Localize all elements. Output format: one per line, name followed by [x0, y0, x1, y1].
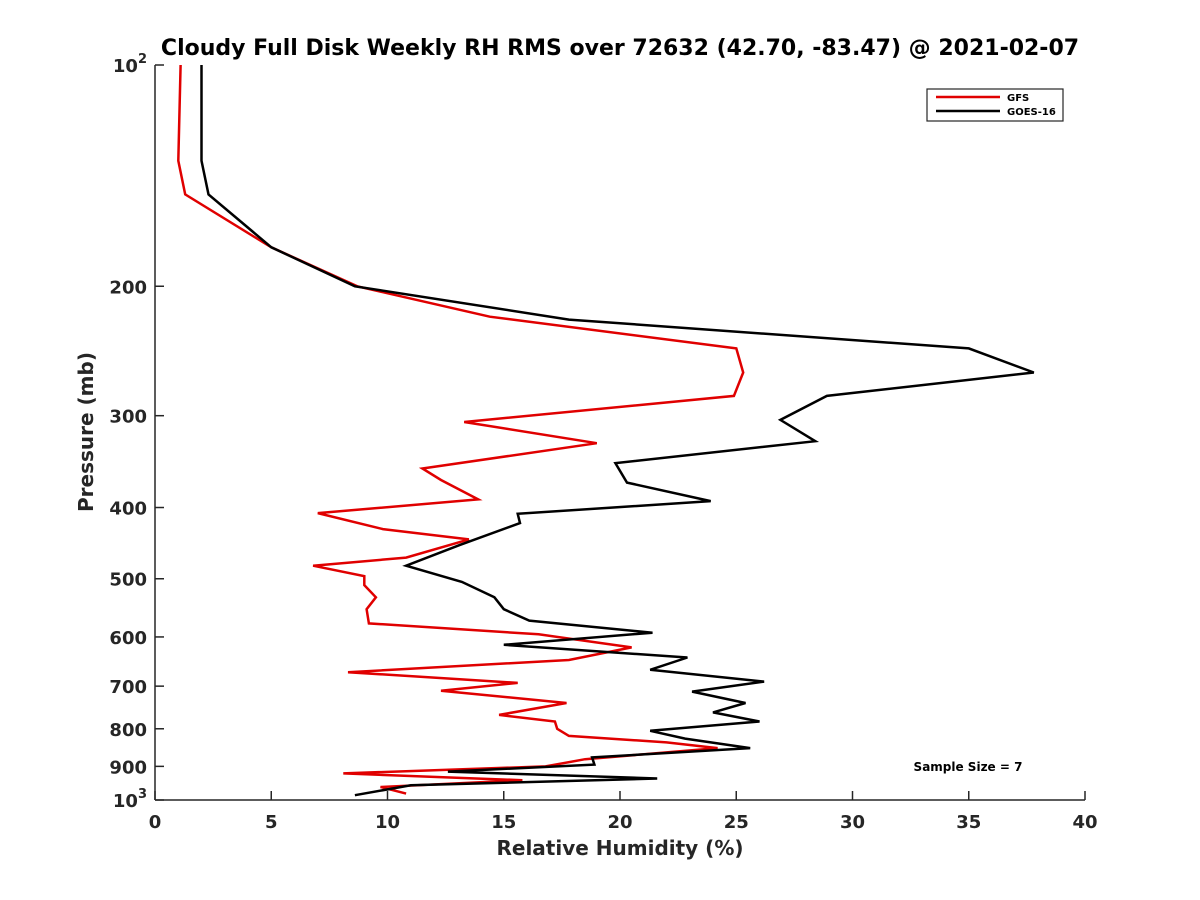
y-tick-label: 200 — [109, 277, 147, 298]
y-tick-label: 102 — [113, 52, 147, 77]
legend-label: GOES-16 — [1007, 107, 1056, 118]
x-tick-label: 0 — [149, 812, 162, 833]
legend: GFS GOES-16 — [926, 88, 1064, 122]
x-axis-label: Relative Humidity (%) — [496, 836, 743, 860]
x-ticks: 0 5 10 15 20 25 30 35 40 — [149, 791, 1098, 833]
y-tick-exponent: 2 — [138, 52, 147, 67]
y-tick-base: 10 — [113, 791, 138, 812]
y-tick-label: 400 — [109, 499, 147, 520]
x-tick-label: 25 — [724, 812, 749, 833]
x-tick-label: 40 — [1072, 812, 1097, 833]
y-tick-exponent: 3 — [138, 787, 147, 802]
x-tick-label: 30 — [840, 812, 865, 833]
legend-box — [926, 88, 1064, 122]
axes — [154, 65, 1085, 801]
y-tick-label: 600 — [109, 628, 147, 649]
x-tick-label: 10 — [375, 812, 400, 833]
y-tick-base: 10 — [113, 56, 138, 77]
series-line-goes-16 — [200, 65, 1035, 797]
x-tick-label: 35 — [956, 812, 981, 833]
series-layer — [177, 64, 1035, 797]
y-axis-label: Pressure (mb) — [74, 352, 98, 512]
y-tick-label: 800 — [109, 720, 147, 741]
x-tick-label: 15 — [491, 812, 516, 833]
chart-title: Cloudy Full Disk Weekly RH RMS over 7263… — [161, 36, 1079, 61]
x-tick-label: 5 — [265, 812, 278, 833]
y-tick-label: 500 — [109, 570, 147, 591]
y-tick-label: 700 — [109, 677, 147, 698]
y-tick-label: 300 — [109, 407, 147, 428]
sample-size-annotation: Sample Size = 7 — [914, 760, 1023, 774]
y-tick-label: 103 — [113, 787, 147, 812]
x-tick-label: 20 — [607, 812, 632, 833]
y-tick-label: 900 — [109, 757, 147, 778]
series-line-gfs — [177, 64, 745, 795]
legend-label: GFS — [1007, 93, 1029, 104]
